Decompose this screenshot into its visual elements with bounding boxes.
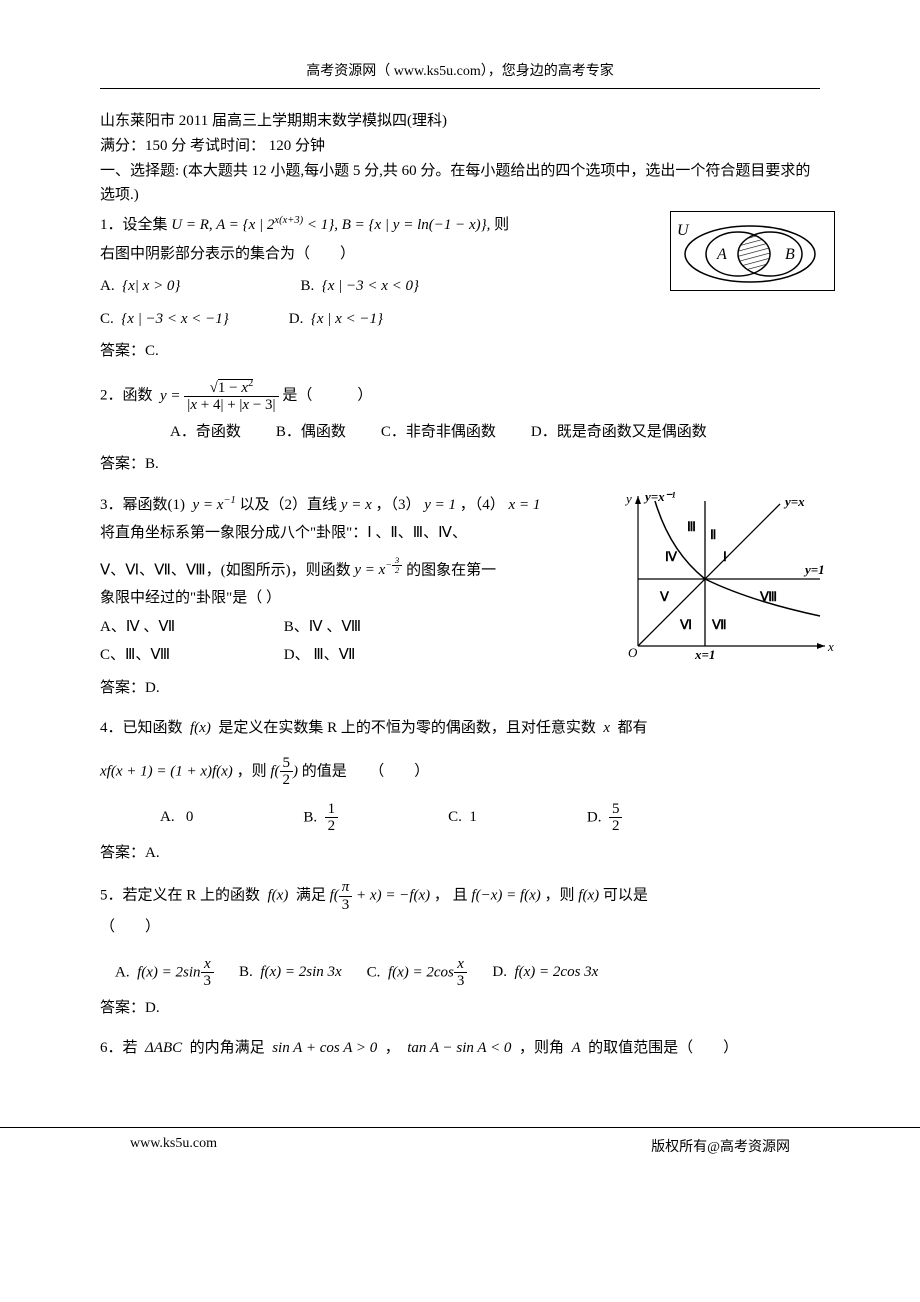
exam-title: 山东莱阳市 2011 届高三上学期期末数学模拟四(理科): [100, 109, 820, 130]
question-5: 5．若定义在 R 上的函数 f(x) 满足 f(π3 + x) = −f(x) …: [100, 879, 820, 1022]
svg-text:x: x: [827, 639, 834, 654]
footer-right: 版权所有@高考资源网: [651, 1136, 790, 1156]
q3-opt-b: B、Ⅳ 、Ⅷ: [284, 613, 464, 642]
venn-a-label: A: [716, 246, 727, 263]
q4-suf2: 的值是 （ ）: [302, 763, 430, 779]
q5-paren: （ ）: [100, 913, 820, 942]
q1-set-def: U = R, A = {x | 2x(x+3) < 1}, B = {x | y…: [171, 217, 494, 233]
svg-text:O: O: [628, 645, 638, 660]
q3-opt-c: C、Ⅲ、Ⅷ: [100, 641, 280, 670]
q3-line3-suf: 的图象在第一: [406, 562, 496, 578]
q4-opt-d: D. 52: [587, 801, 623, 835]
q2-fraction: √1 − x2 |x + 4| + |x − 3|: [184, 378, 278, 414]
q4-suf1: 都有: [618, 720, 648, 736]
question-1: U A B: [100, 211, 820, 366]
q5-answer: 答案：D.: [100, 994, 820, 1023]
question-6: 6．若 ΔABC 的内角满足 sin A + cos A > 0 ， tan A…: [100, 1034, 820, 1063]
q1-suffix: 则: [494, 217, 509, 233]
question-4: 4．已知函数 f(x) 是定义在实数集 R 上的不恒为零的偶函数，且对任意实数 …: [100, 714, 820, 867]
header-divider: [100, 88, 820, 89]
q4-answer: 答案：A.: [100, 839, 820, 868]
q2-opt-d: D．既是奇函数又是偶函数: [531, 418, 707, 447]
q1-prefix: 1．设全集: [100, 217, 168, 233]
q1-opt-c: C. {x | −3 < x < −1}: [100, 305, 229, 334]
venn-b-label: B: [785, 246, 795, 263]
q3-opt-a: A、Ⅳ 、Ⅶ: [100, 613, 280, 642]
q5-suf: 可以是: [603, 888, 648, 904]
q2-opt-b: B．偶函数: [276, 418, 346, 447]
q5-opt-a: A. f(x) = 2sinx3: [115, 956, 214, 990]
page-header: 高考资源网（ www.ks5u.com），您身边的高考专家: [100, 60, 820, 80]
q6-mid3: ，则角: [519, 1040, 564, 1056]
q3-mid3: ，（4）: [460, 497, 505, 513]
q6-mid1: 的内角满足: [190, 1040, 265, 1056]
q3-mid2: ，（3）: [375, 497, 420, 513]
q4-opt-a: A. 0: [160, 803, 193, 832]
svg-text:Ⅵ: Ⅵ: [679, 617, 692, 632]
q2-suffix: 是（ ）: [282, 387, 372, 403]
q1-answer: 答案：C.: [100, 337, 820, 366]
question-2: 2．函数 y = √1 − x2 |x + 4| + |x − 3| 是（ ） …: [100, 378, 820, 479]
venn-diagram: U A B: [670, 211, 835, 291]
q5-opt-b: B. f(x) = 2sin 3x: [239, 958, 342, 987]
q3-prefix: 3．幂函数(1): [100, 497, 185, 513]
svg-text:y=x⁻¹: y=x⁻¹: [643, 491, 676, 504]
q4-prefix: 4．已知函数: [100, 720, 183, 736]
q5-mid2: ， 且: [434, 888, 468, 904]
page-container: 高考资源网（ www.ks5u.com），您身边的高考专家 山东莱阳市 2011…: [0, 0, 920, 1107]
q2-answer: 答案：B.: [100, 450, 820, 479]
section-1-heading: 一、选择题: (本大题共 12 小题,每小题 5 分,共 60 分。在每小题给出…: [100, 159, 820, 207]
svg-text:y: y: [624, 491, 632, 506]
q6-suf: 的取值范围是（ ）: [588, 1040, 738, 1056]
q2-opt-a: A．奇函数: [170, 418, 241, 447]
q3-answer: 答案：D.: [100, 674, 820, 703]
footer-left: www.ks5u.com: [130, 1136, 217, 1156]
page-footer: www.ks5u.com 版权所有@高考资源网: [0, 1127, 920, 1156]
q2-opt-c: C．非奇非偶函数: [381, 418, 496, 447]
svg-text:y=x: y=x: [783, 494, 805, 509]
question-3: x y O y=x y=1 x=1 y=x⁻¹ Ⅰ Ⅱ Ⅲ Ⅳ: [100, 491, 820, 703]
q2-prefix: 2．函数: [100, 387, 153, 403]
svg-text:Ⅳ: Ⅳ: [665, 549, 678, 564]
svg-text:Ⅲ: Ⅲ: [687, 519, 696, 534]
q3-mid1: 以及（2）直线: [240, 497, 338, 513]
q6-mid2: ，: [385, 1040, 400, 1056]
svg-text:Ⅴ: Ⅴ: [659, 589, 670, 604]
svg-text:Ⅱ: Ⅱ: [710, 527, 716, 542]
q5-opt-c: C. f(x) = 2cosx3: [367, 956, 468, 990]
q1-opt-a: A. {x| x > 0}: [100, 272, 180, 301]
exam-info: 满分：150 分 考试时间： 120 分钟: [100, 134, 820, 155]
q3-chart: x y O y=x y=1 x=1 y=x⁻¹ Ⅰ Ⅱ Ⅲ Ⅳ: [610, 491, 835, 672]
q5-opt-d: D. f(x) = 2cos 3x: [492, 958, 598, 987]
q3-opt-d: D、 Ⅲ、Ⅶ: [284, 641, 464, 670]
svg-text:Ⅷ: Ⅷ: [759, 589, 777, 604]
svg-text:x=1: x=1: [694, 647, 715, 661]
q1-opt-d: D. {x | x < −1}: [289, 305, 383, 334]
q5-prefix: 5．若定义在 R 上的函数: [100, 888, 260, 904]
q4-mid2: ，则: [237, 763, 267, 779]
q4-opt-c: C. 1: [448, 803, 477, 832]
svg-text:Ⅶ: Ⅶ: [711, 617, 727, 632]
q6-prefix: 6．若: [100, 1040, 138, 1056]
q3-line3-pre: Ⅴ、Ⅵ、Ⅶ、Ⅷ，(如图所示)，则函数: [100, 562, 351, 578]
svg-text:Ⅰ: Ⅰ: [723, 549, 727, 564]
q4-opt-b: B. 12: [303, 801, 338, 835]
venn-u-label: U: [677, 216, 689, 246]
q5-mid1: 满足: [296, 888, 326, 904]
q5-mid3: ，则: [545, 888, 575, 904]
q4-mid1: 是定义在实数集 R 上的不恒为零的偶函数，且对任意实数: [218, 720, 596, 736]
q1-opt-b: B. {x | −3 < x < 0}: [300, 272, 419, 301]
venn-svg: A B: [675, 216, 830, 286]
svg-text:y=1: y=1: [803, 562, 825, 577]
